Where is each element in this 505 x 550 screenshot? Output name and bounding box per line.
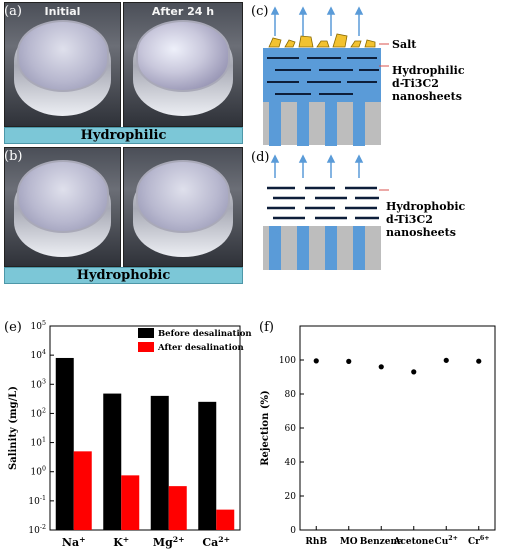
y-tick-label: 10-2 — [28, 524, 46, 536]
photo-b-after — [123, 147, 243, 267]
bar-after — [73, 451, 92, 530]
y-axis-label: Salinity (mg/L) — [8, 386, 19, 470]
salinity-bar-chart: 10-2 10-1 100 101 102 103 104 105 Salinity (mg/L… — [8, 320, 252, 549]
data-point — [346, 358, 352, 364]
bar-before — [150, 395, 169, 530]
bar-before — [198, 401, 217, 530]
panel-c-label: (c) — [251, 4, 269, 19]
panel-f-label: (f) — [259, 320, 274, 335]
rejection-scatter-chart: 0 20 40 60 80 100 Rejection (%) RhB MO BenzeneAce… — [260, 325, 496, 547]
x-tick-label: Na+ — [62, 535, 86, 549]
y-tick-label: 102 — [31, 407, 46, 419]
y-tick-label: 105 — [31, 320, 46, 332]
panel-b-label: (b) — [4, 149, 23, 164]
plot-frame — [299, 325, 496, 531]
bar-after — [121, 475, 140, 530]
photo-a-initial: Initial — [4, 2, 121, 127]
y-tick-label: 104 — [31, 349, 46, 361]
data-point — [411, 369, 417, 375]
membrane-diagram-hydrophobic — [263, 154, 389, 270]
legend-swatch — [138, 342, 154, 352]
y-tick-label: 101 — [31, 437, 46, 449]
hydrophobic-bar: Hydrophobic — [4, 267, 243, 284]
plot-frame — [49, 325, 241, 531]
bar-before — [55, 357, 74, 530]
panel-e-label: (e) — [4, 320, 22, 335]
y-tick-label: 20 — [285, 492, 297, 502]
bar-after — [216, 509, 235, 530]
hydrophilic-bar: Hydrophilic — [4, 127, 243, 144]
salt-crystals — [268, 33, 376, 48]
x-tick-label: Cr6+ — [468, 535, 490, 547]
photo-a-after-24h: After 24 h — [123, 2, 243, 127]
legend-label: After desalination — [157, 343, 244, 353]
membrane-diagram-hydrophilic — [263, 6, 389, 146]
y-tick-label: 103 — [31, 378, 46, 390]
y-tick-label: 40 — [285, 458, 297, 468]
legend-swatch — [138, 328, 154, 338]
x-tick-label: K+ — [113, 535, 129, 549]
bar-before — [103, 393, 122, 530]
panel-d-label: (d) — [251, 150, 270, 165]
x-tick-label: MO — [340, 537, 358, 547]
bar-after — [168, 486, 187, 530]
panel-a-label: (a) — [4, 4, 22, 19]
y-tick-label: 100 — [279, 356, 296, 366]
y-tick-label: 10-1 — [28, 495, 46, 507]
x-tick-label: Mg2+ — [153, 535, 185, 549]
data-point — [313, 358, 319, 364]
data-point — [378, 364, 384, 370]
legend-label: Before desalination — [158, 329, 252, 339]
data-point — [443, 357, 449, 363]
photo-b-initial — [4, 147, 121, 267]
y-tick-label: 60 — [285, 424, 297, 434]
y-tick-label: 80 — [285, 390, 297, 400]
y-tick-label: 0 — [290, 526, 296, 536]
salt-label: Salt — [392, 38, 417, 51]
x-tick-label: Ca2+ — [202, 535, 230, 549]
x-tick-label: Benzene — [360, 537, 403, 547]
hydrophilic-membrane-label: Hydrophilic d-Ti3C2 nanosheets — [392, 64, 465, 103]
data-point — [476, 358, 482, 364]
caption-after-24h: After 24 h — [151, 5, 215, 18]
caption-initial: Initial — [44, 5, 81, 18]
y-axis-label: Rejection (%) — [260, 390, 271, 466]
hydrophobic-membrane-label: Hydrophobic d-Ti3C2 nanosheets — [386, 200, 466, 239]
x-tick-label: Cu2+ — [435, 535, 458, 547]
x-tick-label: RhB — [305, 537, 327, 547]
x-tick-label: Acetone — [392, 537, 434, 547]
y-tick-label: 100 — [31, 466, 46, 478]
